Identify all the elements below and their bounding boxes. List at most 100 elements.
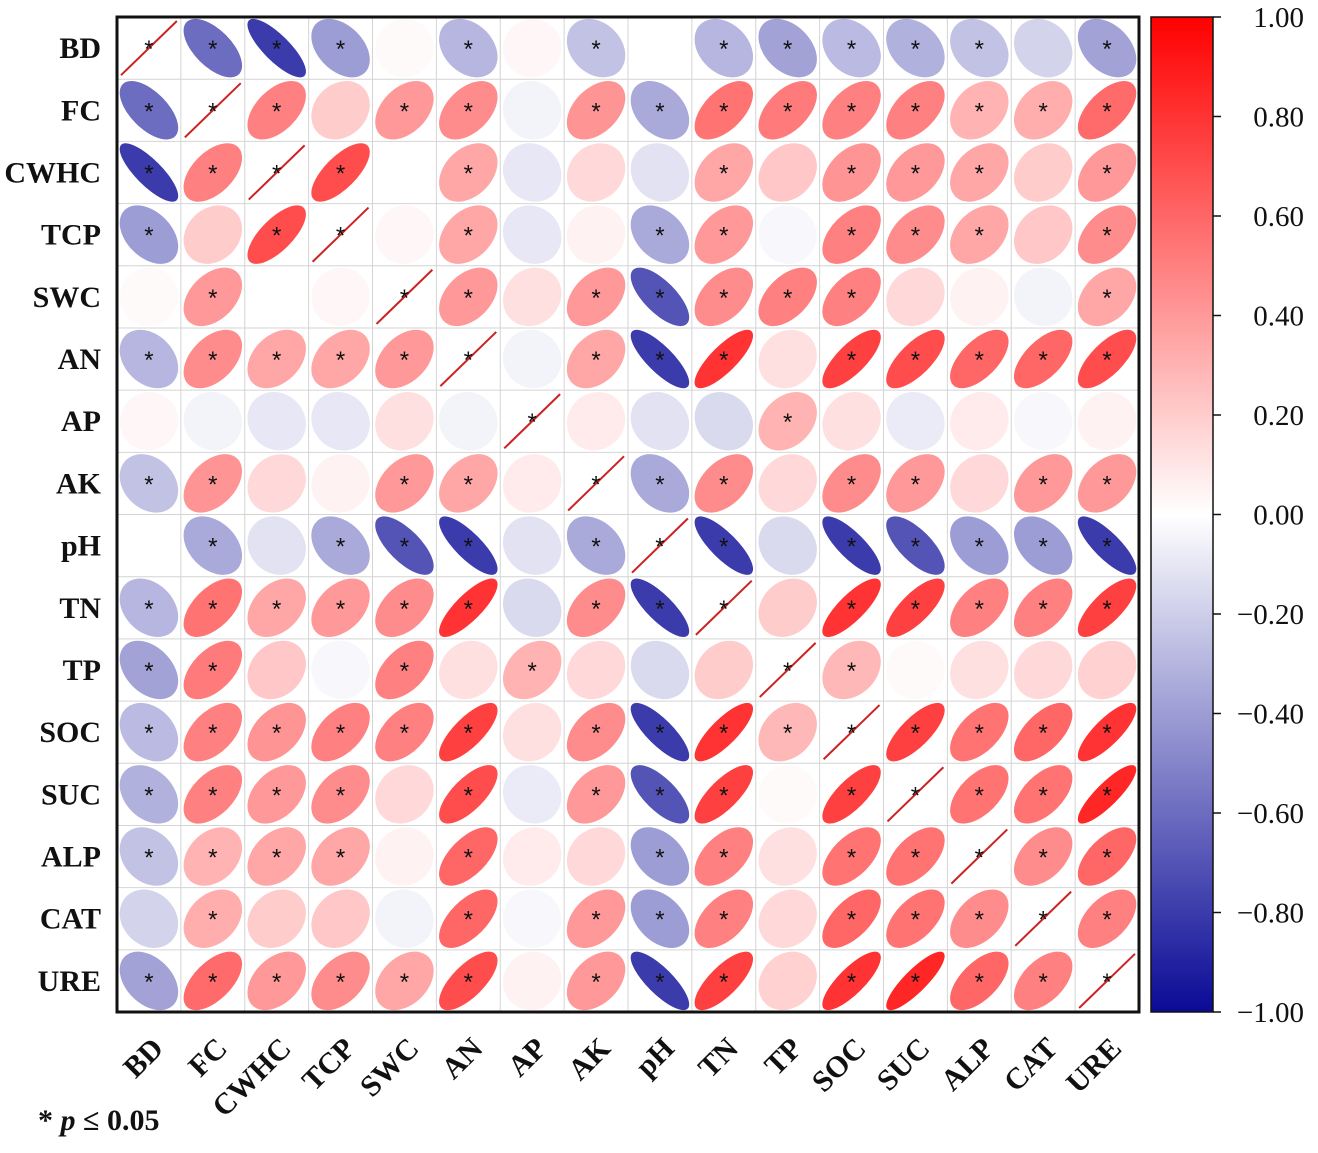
cell-SWC-CAT [1013, 267, 1073, 327]
significance-star: * [336, 36, 345, 63]
footnote-suffix: ≤ 0.05 [75, 1104, 160, 1137]
cell-BD-pH [630, 18, 690, 78]
cell-TN-pH [630, 578, 690, 638]
significance-star: * [975, 596, 984, 623]
significance-star: * [400, 285, 409, 312]
cell-TCP-TN [694, 205, 754, 264]
diagonal-line-CAT [1014, 890, 1072, 947]
cell-URE-SUC [886, 951, 945, 1011]
significance-star: * [336, 347, 345, 374]
significance-star: * [144, 845, 153, 872]
diagonal-line-URE [1078, 953, 1136, 1009]
cell-pH-ALP [950, 516, 1009, 575]
significance-star: * [911, 907, 920, 934]
cell-URE-BD [119, 951, 179, 1011]
significance-star: * [847, 160, 856, 187]
cell-CWHC-AP [502, 143, 562, 202]
cell-CWHC-AN [439, 143, 498, 202]
significance-star: * [208, 596, 217, 623]
row-label-AK: AK [56, 467, 102, 500]
significance-star: * [911, 98, 920, 125]
cell-SOC-ALP [950, 702, 1009, 762]
cell-CWHC-AK [566, 143, 626, 202]
significance-star: * [144, 347, 153, 374]
significance-star: * [591, 347, 600, 374]
cell-SUC-pH [630, 765, 690, 824]
significance-star: * [655, 845, 664, 872]
cell-pH-SUC [886, 516, 945, 575]
cell-pH-TN [694, 516, 754, 575]
cell-FC-CAT [1013, 81, 1073, 140]
cell-URE-FC [183, 951, 243, 1011]
cell-AP-AK [566, 391, 626, 451]
significance-star: * [783, 409, 792, 436]
cell-FC-SWC [375, 81, 434, 140]
cell-SWC-ALP [950, 267, 1009, 327]
significance-star: * [272, 596, 281, 623]
cell-BD-TP [758, 18, 817, 78]
significance-star: * [464, 782, 473, 809]
significance-star: * [336, 720, 345, 747]
cell-TP-SOC [822, 640, 881, 700]
significance-star: * [975, 720, 984, 747]
row-label-TCP: TCP [41, 219, 101, 252]
significance-star: * [1039, 782, 1048, 809]
row-label-CWHC: CWHC [4, 156, 101, 189]
significance-star: * [847, 471, 856, 498]
cell-AN-TP [758, 329, 817, 389]
significance-star: * [208, 845, 217, 872]
cell-FC-pH [630, 81, 690, 140]
cell-BD-ALP [950, 18, 1009, 78]
cell-AN-TN [694, 329, 754, 389]
cell-AK-TN [694, 454, 754, 513]
significance-star: * [1039, 471, 1048, 498]
cell-ALP-AN [439, 827, 498, 886]
cell-SUC-AP [502, 765, 562, 824]
diagonal-line-TN [695, 579, 753, 636]
significance-star: * [144, 98, 153, 125]
significance-star: * [272, 845, 281, 872]
row-labels: BD FC CWHC TCP SWC AN AP AK pH TN TP SOC SUC ALP CAT UR… [4, 32, 101, 998]
significance-star: * [464, 845, 473, 872]
significance-star: * [911, 845, 920, 872]
significance-star: * [655, 907, 664, 934]
cell-FC-TCP [311, 81, 370, 140]
significance-star: * [1102, 720, 1111, 747]
significance-star: * [1039, 347, 1048, 374]
significance-star: * [591, 720, 600, 747]
cell-pH-AP [502, 516, 562, 575]
significance-star: * [655, 285, 664, 312]
significance-star: * [911, 347, 920, 374]
significance-star: * [719, 223, 728, 250]
cell-ALP-SOC [822, 827, 881, 886]
cell-SUC-TP [758, 765, 817, 824]
significance-star: * [1102, 285, 1111, 312]
col-label-TP: TP [758, 1032, 808, 1082]
correlation-cells: * * * * * * * * * * * * * * * * * * * * * * * * * * * * * * * * * * * * * * * *… [119, 18, 1137, 1011]
significance-star: * [719, 534, 728, 561]
significance-star: * [911, 160, 920, 187]
col-label-SUC: SUC [871, 1032, 937, 1098]
col-label-TN: TN [692, 1031, 745, 1084]
significance-star: * [591, 596, 600, 623]
col-label-SWC: SWC [354, 1032, 426, 1104]
significance-star: * [208, 160, 217, 187]
colorbar-tick-label: −0.20 [1237, 599, 1304, 631]
cell-AP-BD [119, 391, 179, 451]
cell-AN-TCP [311, 329, 370, 389]
col-label-pH: pH [629, 1032, 681, 1084]
cell-AK-TP [758, 454, 817, 513]
significance-star: * [783, 658, 792, 685]
significance-star: * [336, 782, 345, 809]
cell-ALP-CAT [1013, 827, 1073, 886]
significance-star: * [591, 98, 600, 125]
significance-star: * [655, 782, 664, 809]
significance-star: * [208, 347, 217, 374]
significance-star: * [655, 596, 664, 623]
cell-TP-URE [1077, 640, 1137, 700]
cell-BD-AK [566, 18, 626, 78]
cell-SOC-AP [502, 702, 562, 762]
significance-star: * [400, 471, 409, 498]
significance-star: * [528, 409, 537, 436]
significance-star: * [400, 658, 409, 685]
